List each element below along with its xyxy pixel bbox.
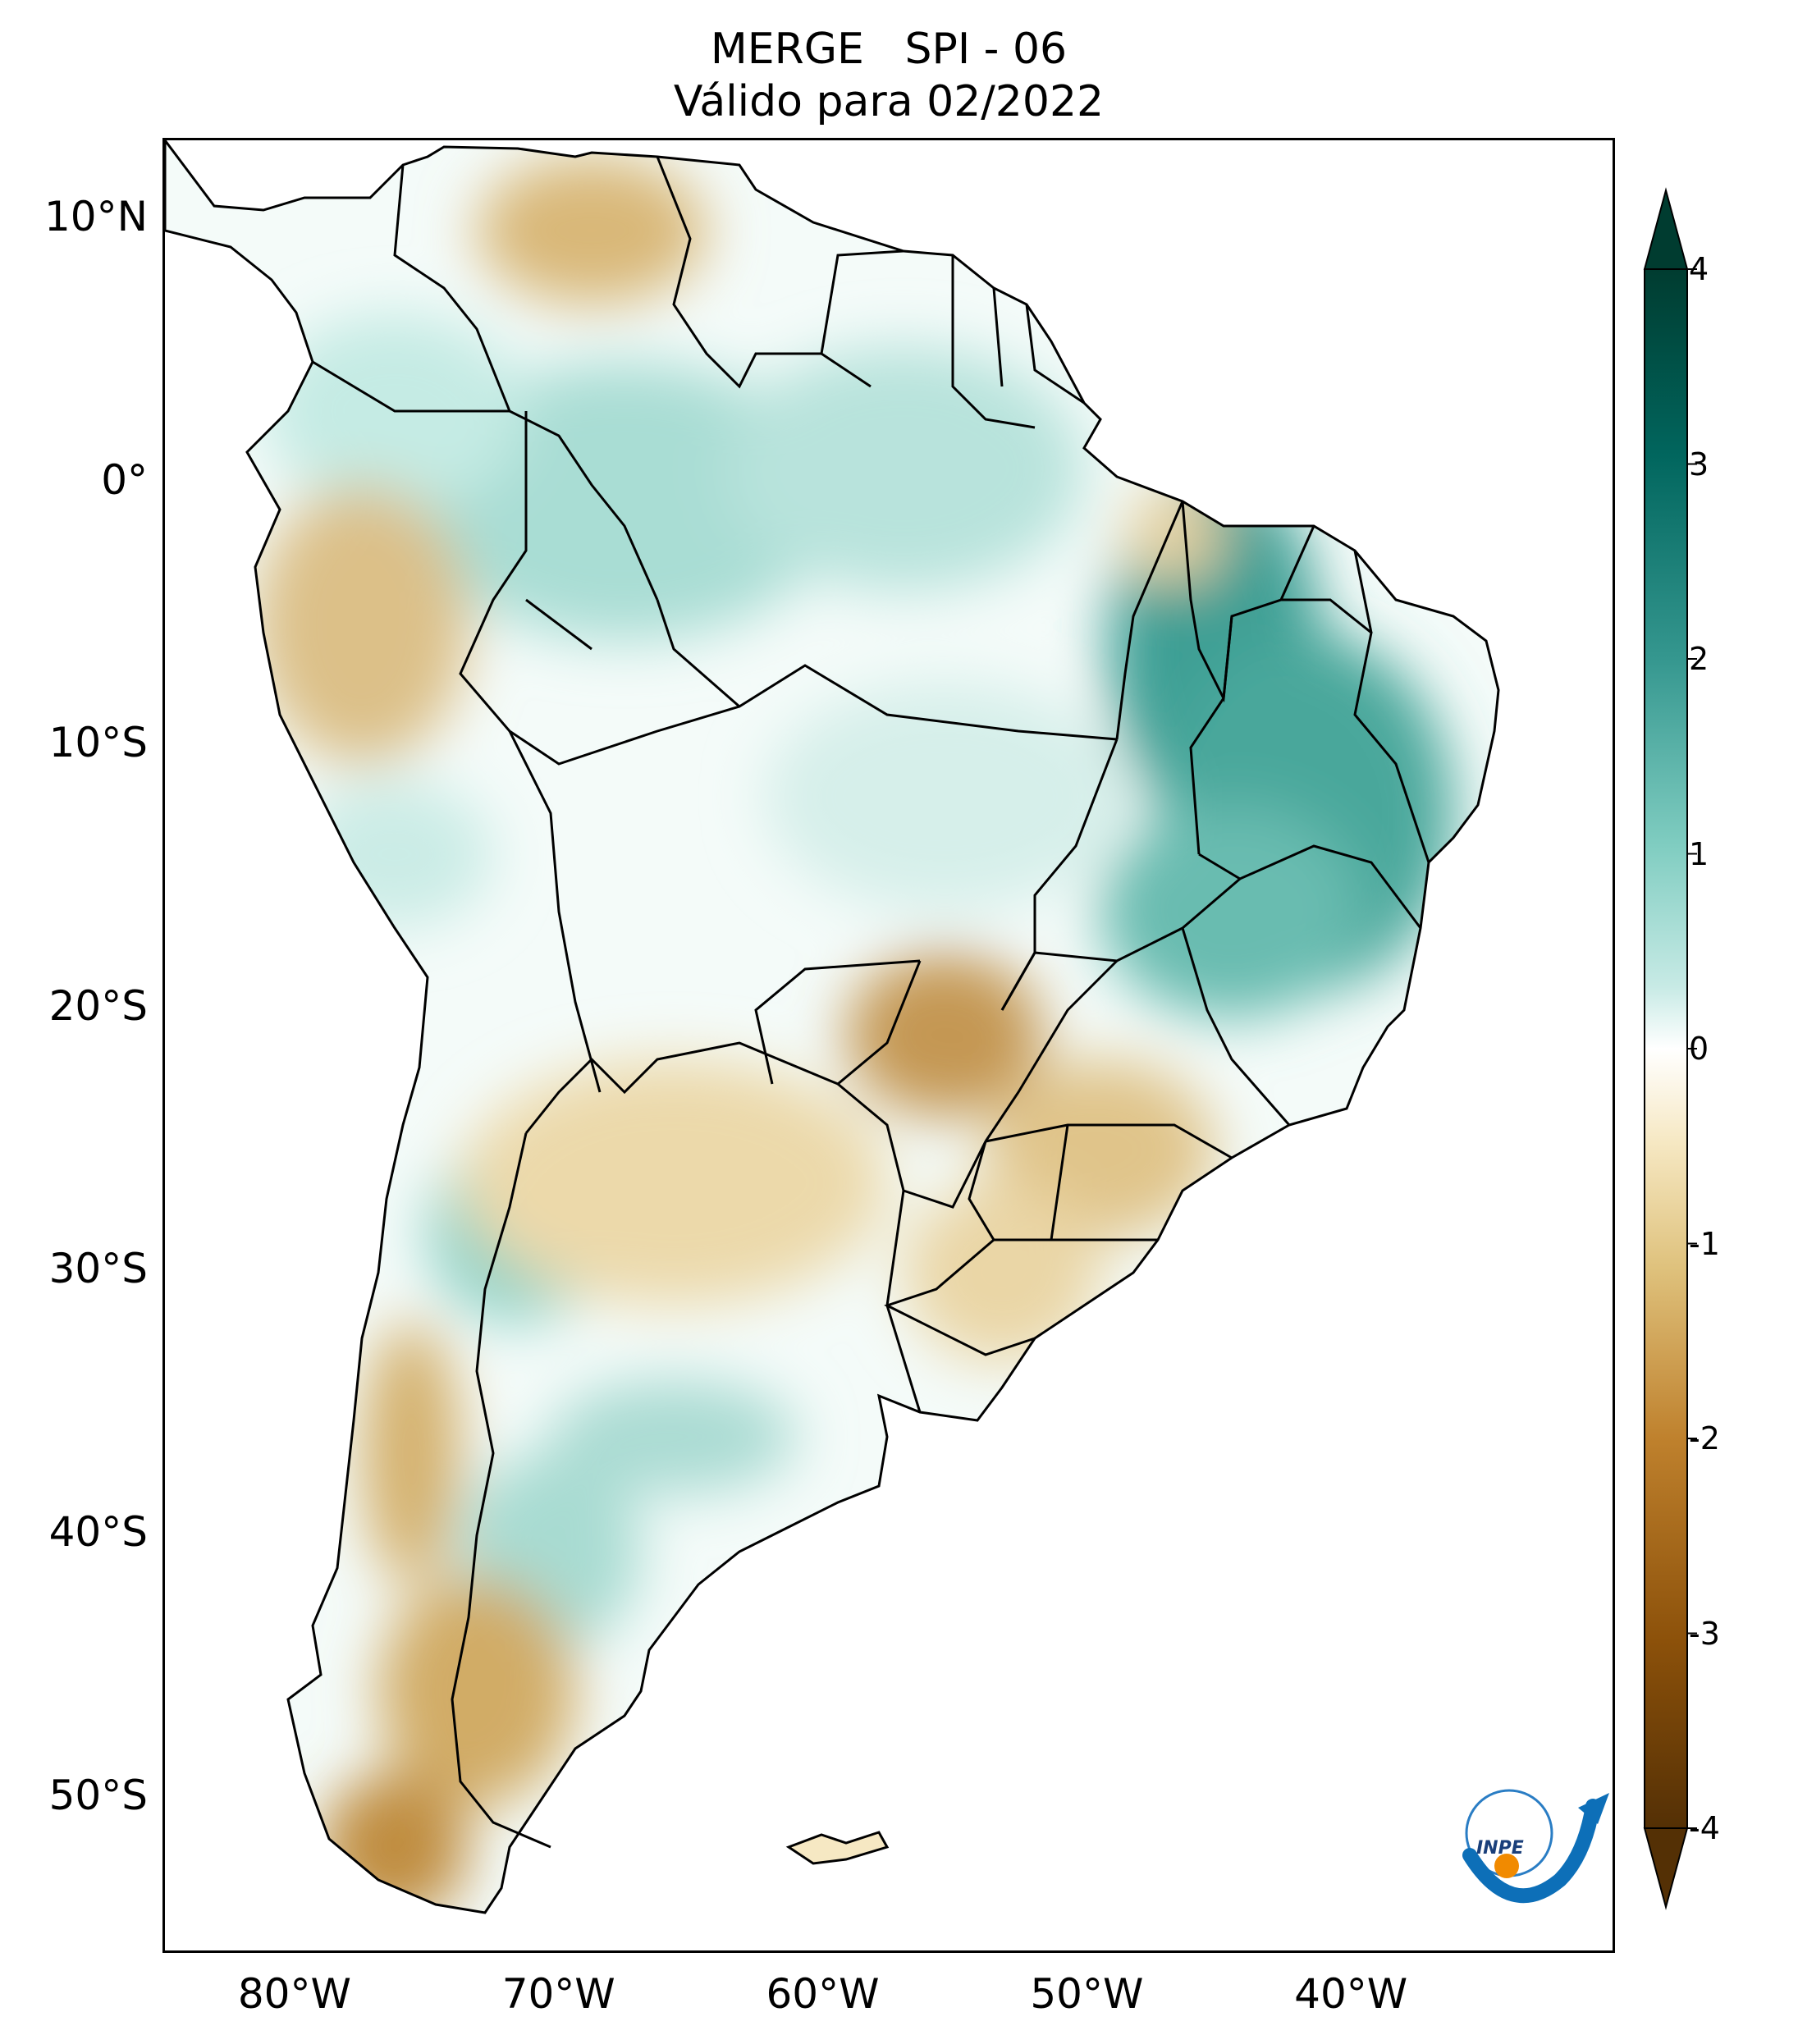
lon-tick-label: 40°W — [1294, 1970, 1408, 2018]
colorbar-ramp — [1644, 268, 1688, 1829]
colorbar-tick-label: 2 — [1689, 641, 1709, 677]
map-title-line-1: MERGE SPI - 06 — [710, 25, 1068, 74]
colorbar-tick-label: 0 — [1689, 1031, 1709, 1067]
colorbar-tick-label: -1 — [1689, 1225, 1720, 1262]
map-canvas: INPE — [165, 140, 1609, 1914]
map-frame: INPE — [162, 138, 1615, 1953]
lat-tick-label: 10°N — [43, 193, 148, 241]
colorbar-tick-label: -2 — [1689, 1420, 1720, 1456]
colorbar-tick-label: 1 — [1689, 835, 1709, 872]
lon-tick-label: 80°W — [237, 1970, 351, 2018]
colorbar-tick-label: -4 — [1689, 1810, 1720, 1846]
lat-tick-label: 0° — [101, 455, 148, 504]
colorbar-max-extend — [1643, 187, 1689, 270]
colorbar-min-extend — [1643, 1827, 1689, 1910]
inpe-logo: INPE — [1462, 1789, 1609, 1904]
map-title-line-2: Válido para 02/2022 — [673, 77, 1105, 126]
lat-tick-label: 20°S — [48, 981, 148, 1030]
lat-tick-label: 10°S — [48, 719, 148, 767]
colorbar-tick-label: 3 — [1689, 446, 1709, 482]
political-borders — [312, 156, 1430, 1849]
colorbar-tick-label: 4 — [1689, 251, 1709, 287]
lon-tick-label: 70°W — [501, 1970, 615, 2018]
spi-field — [165, 140, 1498, 1913]
lat-tick-label: 50°S — [48, 1771, 148, 1819]
lon-tick-label: 60°W — [766, 1970, 880, 2018]
colorbar-tick-label: -3 — [1689, 1615, 1720, 1652]
lat-tick-label: 40°S — [48, 1508, 148, 1557]
lat-tick-label: 30°S — [48, 1245, 148, 1293]
inpe-logo-text: INPE — [1476, 1838, 1524, 1859]
falkland-islands — [785, 1831, 890, 1865]
lon-tick-label: 50°W — [1030, 1970, 1144, 2018]
